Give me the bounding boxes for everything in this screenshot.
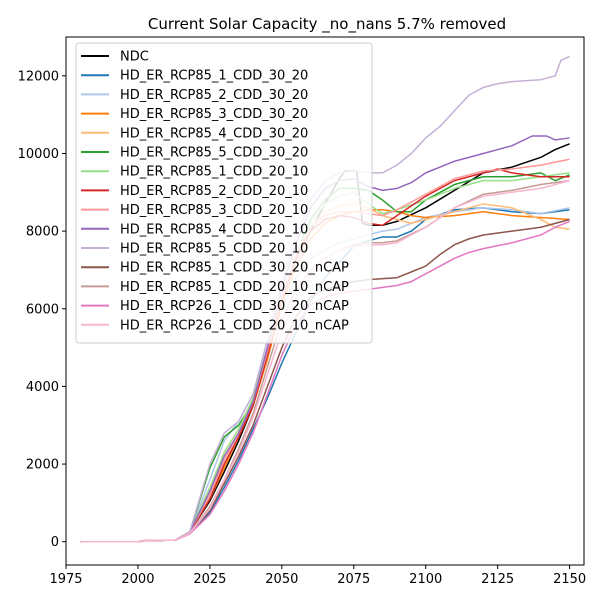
x-tick-label-1: 2000 [121,572,154,587]
y-tick-label-1: 2000 [26,458,59,473]
chart-title: Current Solar Capacity _no_nans 5.7% rem… [148,15,506,34]
x-tick-label-0: 1975 [49,572,82,587]
y-tick-label-4: 8000 [26,225,59,240]
legend-label-2: HD_ER_RCP85_2_CDD_30_20 [120,88,308,103]
y-axis: 0 2000 4000 6000 8000 10000 12000 [18,69,66,550]
x-tick-label-4: 2075 [337,572,370,587]
x-axis: 1975 2000 2025 2050 2075 2100 2125 2150 [49,565,586,587]
legend: NDC HD_ER_RCP85_1_CDD_30_20 HD_ER_RCP85_2_… [75,42,373,344]
x-tick-label-3: 2050 [265,572,298,587]
x-tick-label-7: 2150 [553,572,586,587]
legend-label-11: HD_ER_RCP85_1_CDD_30_20_nCAP [120,261,349,276]
legend-label-12: HD_ER_RCP85_1_CDD_20_10_nCAP [120,280,349,295]
x-tick-label-5: 2100 [409,572,442,587]
legend-label-13: HD_ER_RCP26_1_CDD_30_20_nCAP [120,299,349,314]
legend-label-7: HD_ER_RCP85_2_CDD_20_10 [120,184,308,199]
legend-label-10: HD_ER_RCP85_5_CDD_20_10 [120,242,308,257]
legend-label-8: HD_ER_RCP85_3_CDD_20_10 [120,203,308,218]
legend-label-0: NDC [120,50,149,65]
legend-label-6: HD_ER_RCP85_1_CDD_20_10 [120,165,308,180]
y-tick-label-3: 6000 [26,302,59,317]
legend-label-9: HD_ER_RCP85_4_CDD_20_10 [120,222,308,237]
legend-box [75,42,373,344]
y-tick-label-0: 0 [51,535,59,550]
y-tick-label-5: 10000 [18,147,59,162]
legend-label-1: HD_ER_RCP85_1_CDD_30_20 [120,69,308,84]
y-tick-label-6: 12000 [18,69,59,84]
x-tick-label-2: 2025 [193,572,226,587]
legend-label-5: HD_ER_RCP85_5_CDD_30_20 [120,146,308,161]
axes-frame [65,36,585,566]
y-tick-label-2: 4000 [26,380,59,395]
legend-label-3: HD_ER_RCP85_3_CDD_30_20 [120,107,308,122]
legend-label-14: HD_ER_RCP26_1_CDD_20_10_nCAP [120,318,349,333]
legend-label-4: HD_ER_RCP85_4_CDD_30_20 [120,126,308,141]
x-tick-label-6: 2125 [481,572,514,587]
